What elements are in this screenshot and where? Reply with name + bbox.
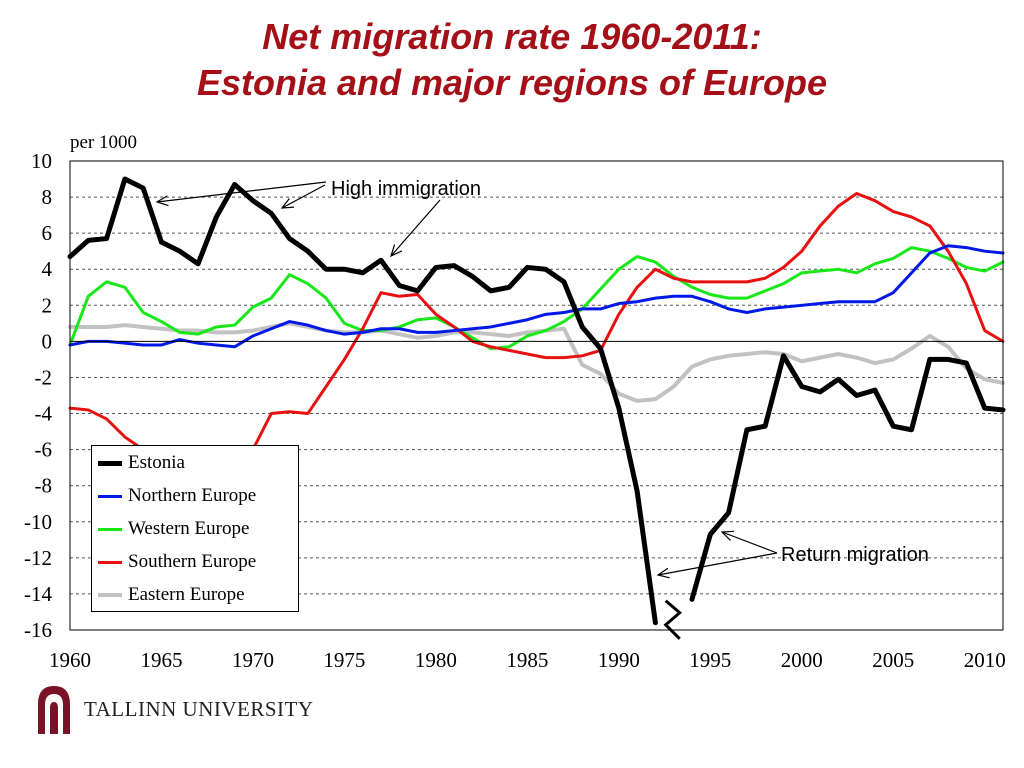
legend-label-southern-europe: Southern Europe	[128, 551, 257, 572]
legend-label-estonia: Estonia	[128, 452, 185, 473]
legend-swatch-eastern-europe	[98, 593, 122, 597]
arrow-to-1971-peak	[280, 184, 326, 209]
chart-title: Net migration rate 1960-2011: Estonia an…	[0, 14, 1024, 106]
y-tick-label: -12	[24, 546, 52, 570]
legend-swatch-southern-europe	[98, 560, 122, 564]
y-tick-label: -6	[35, 438, 53, 462]
y-tick-label: -2	[35, 365, 53, 389]
y-tick-label: -8	[35, 474, 53, 498]
legend-label-eastern-europe: Eastern Europe	[128, 584, 245, 605]
annotation-high-immigration: High immigration	[331, 178, 481, 200]
x-tick-label: 1960	[49, 648, 91, 672]
series-line-southern-europe	[251, 191, 1005, 452]
legend-item-estonia: Estonia	[98, 450, 185, 476]
series-line-western-europe	[68, 246, 1005, 351]
x-tick-label: 1985	[506, 648, 548, 672]
arrow-to-1995-recovery-shaft	[721, 531, 778, 554]
y-tick-label: 2	[42, 293, 53, 317]
legend-item-eastern-europe: Eastern Europe	[98, 582, 245, 608]
series-line-eastern-europe	[68, 321, 1005, 403]
legend-label-northern-europe: Northern Europe	[128, 485, 257, 506]
y-tick-label: 0	[42, 329, 53, 353]
arrow-to-1992-minimum	[656, 552, 778, 579]
y-tick-label: -14	[24, 582, 52, 606]
arrow-to-1977-peak	[390, 199, 441, 258]
legend-item-southern-europe: Southern Europe	[98, 549, 256, 575]
x-tick-label: 1970	[232, 648, 274, 672]
university-logo: TALLINN UNIVERSITY	[34, 682, 314, 736]
tallinn-university-emblem-icon	[38, 686, 70, 734]
series-line-southern-europe	[68, 406, 145, 452]
series-line-northern-europe	[68, 244, 1005, 349]
arrow-to-1977-peak-shaft	[390, 199, 441, 257]
legend-swatch-estonia	[98, 460, 122, 466]
y-tick-label: -10	[24, 510, 52, 534]
axis-break-marker	[663, 599, 683, 640]
annotations: High immigration Return migration	[155, 178, 929, 579]
annotation-return-migration: Return migration	[781, 544, 929, 566]
x-tick-label: 1975	[323, 648, 365, 672]
y-axis-label: per 1000	[70, 132, 137, 153]
legend-item-western-europe: Western Europe	[98, 516, 249, 542]
chart-legend: Estonia Northern Europe Western Europe S…	[91, 445, 299, 612]
axes	[69, 160, 1004, 631]
x-tick-label: 1990	[598, 648, 640, 672]
x-tick-label: 1965	[140, 648, 182, 672]
y-tick-label: 6	[42, 221, 53, 245]
series-lines	[67, 176, 1006, 640]
university-name: TALLINN UNIVERSITY	[84, 696, 314, 721]
x-tick-label: 2005	[872, 648, 914, 672]
y-tick-label: 4	[42, 257, 53, 281]
arrow-to-1977-peak-head	[390, 244, 403, 258]
y-tick-label: 8	[42, 185, 53, 209]
series-line-estonia	[689, 353, 1006, 602]
y-tick-label: -16	[24, 618, 52, 642]
legend-swatch-northern-europe	[98, 494, 122, 498]
arrow-to-1995-recovery	[720, 530, 778, 554]
series-line-estonia	[67, 176, 658, 626]
arrow-to-1964-peak-head	[155, 195, 169, 207]
arrow-to-1995-recovery-head	[720, 530, 735, 541]
chart-title-line-1: Net migration rate 1960-2011:	[262, 16, 762, 57]
plot-area-border	[69, 160, 1004, 631]
x-tick-label: 2000	[781, 648, 823, 672]
arrow-to-1971-peak-head	[280, 198, 295, 209]
arrow-to-1992-minimum-shaft	[657, 552, 778, 576]
y-tick-label: 10	[31, 149, 52, 173]
y-tick-label: -4	[35, 402, 53, 426]
arrow-to-1964-peak-shaft	[156, 181, 327, 203]
arrow-to-1964-peak	[155, 181, 327, 207]
chart-title-line-2: Estonia and major regions of Europe	[196, 62, 828, 103]
x-tick-label: 1995	[689, 648, 731, 672]
arrow-to-1971-peak-shaft	[281, 184, 326, 209]
legend-item-northern-europe: Northern Europe	[98, 483, 256, 509]
arrow-to-1992-minimum-head	[656, 567, 670, 579]
x-tick-label: 1980	[415, 648, 457, 672]
x-tick-label: 2010	[964, 648, 1006, 672]
legend-label-western-europe: Western Europe	[128, 518, 250, 539]
tick-labels: 10 8 6 4 2 0 -2 -4 -6 -8 -10 -12 -14 -16 1960 1965 1970 1…	[24, 149, 1006, 672]
legend-swatch-western-europe	[98, 527, 122, 531]
